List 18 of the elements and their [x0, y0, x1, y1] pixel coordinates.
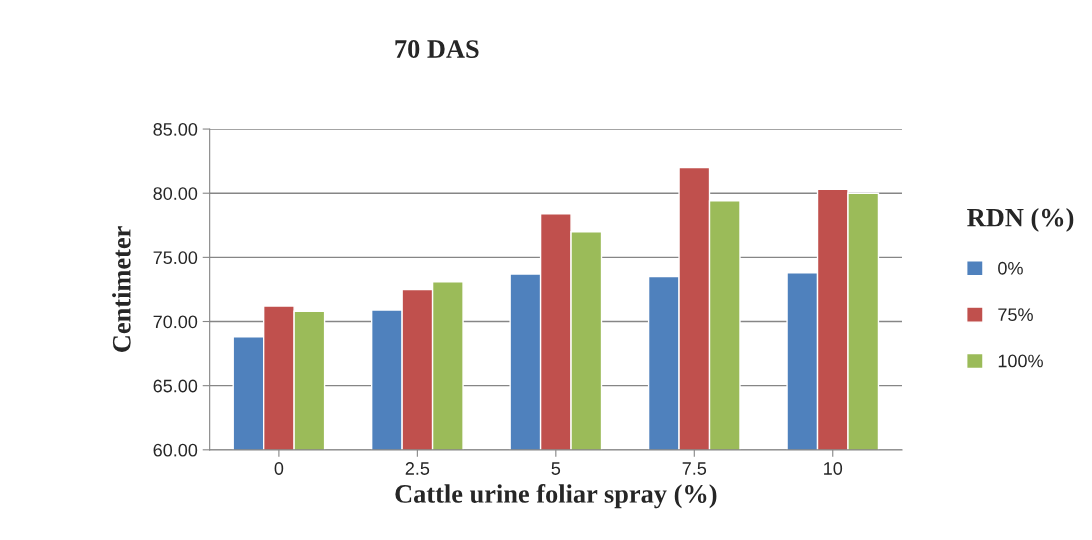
legend-title: RDN (%): [967, 207, 1074, 232]
x-tick-label: 10: [824, 462, 843, 475]
y-tick-label: 80.00: [153, 187, 198, 200]
legend-label: 100%: [998, 354, 1043, 368]
x-axis-title: Cattle urine foliar spray (%): [395, 484, 717, 509]
y-tick-label: 60.00: [153, 443, 198, 457]
x-tick-label: 0: [274, 462, 284, 475]
y-axis-title: Centimeter: [112, 226, 131, 352]
y-tick-label: 75.00: [153, 251, 198, 265]
x-tick-label: 2.5: [405, 462, 430, 475]
y-tick-label: 85.00: [153, 122, 198, 136]
y-tick-label: 70.00: [153, 315, 198, 329]
y-tick-label: 65.00: [153, 379, 198, 393]
chart-title: 70 DAS: [395, 40, 479, 58]
legend-label: 0%: [998, 261, 1023, 275]
x-tick-label: 5: [551, 462, 561, 475]
x-tick-label: 7.5: [682, 462, 707, 475]
legend-label: 75%: [998, 308, 1033, 322]
